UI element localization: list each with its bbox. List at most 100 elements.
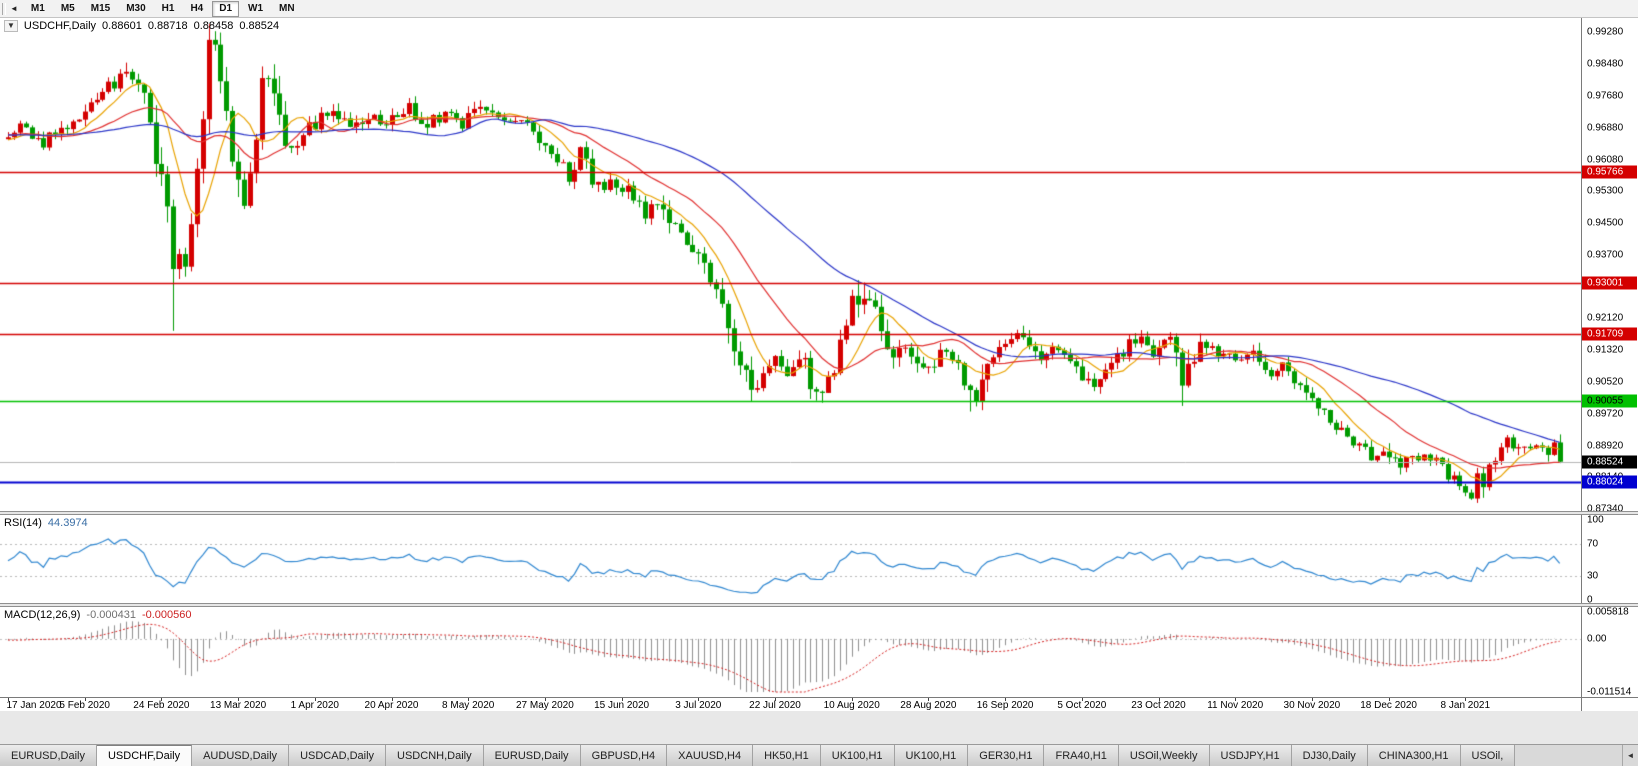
price-tick: 0.99280 bbox=[1587, 26, 1624, 38]
date-label: 16 Sep 2020 bbox=[976, 700, 1034, 711]
timeframe-button-m5[interactable]: M5 bbox=[60, 2, 75, 14]
chart-symbol-label: USDCHF,Daily bbox=[23, 20, 97, 32]
tab-uk100-h1[interactable]: UK100,H1 bbox=[894, 745, 969, 766]
date-label: 28 Aug 2020 bbox=[900, 700, 957, 711]
tab-ger30-h1[interactable]: GER30,H1 bbox=[968, 745, 1045, 766]
chart-tabs-bar: EURUSD,Daily USDCHF,Daily AUDUSD,Daily USDC… bbox=[0, 744, 1638, 766]
macd-chart-canvas[interactable] bbox=[0, 607, 1581, 697]
macd-axis[interactable]: 0.005818 0.00 -0.011514 bbox=[1581, 607, 1638, 697]
price-tick: 0.89720 bbox=[1587, 408, 1624, 420]
rsi-tick: 70 bbox=[1587, 538, 1599, 550]
tab-dj30-daily[interactable]: DJ30,Daily bbox=[1291, 745, 1368, 766]
panel-resize-handle[interactable] bbox=[0, 511, 1638, 515]
tab-eurusd-daily[interactable]: EURUSD,Daily bbox=[483, 745, 581, 766]
tab-usdcnh-daily[interactable]: USDCNH,Daily bbox=[386, 745, 484, 766]
time-axis[interactable]: 17 Jan 2020 5 Feb 2020 24 Feb 2020 13 Mar 2… bbox=[0, 697, 1638, 711]
ohlc-low: 0.88458 bbox=[193, 20, 234, 32]
tab-eurusd-daily[interactable]: EURUSD,Daily bbox=[0, 745, 97, 766]
time-tick bbox=[161, 698, 163, 701]
time-tick bbox=[468, 698, 470, 701]
tab-usoil-[interactable]: USOil, bbox=[1460, 745, 1516, 766]
time-tick bbox=[1388, 698, 1390, 701]
price-tick: 0.93700 bbox=[1587, 249, 1624, 261]
time-tick bbox=[698, 698, 700, 701]
rsi-tick: 100 bbox=[1587, 515, 1604, 526]
macd-panel: MACD(12,26,9) -0.000431 -0.000560 0.0058… bbox=[0, 607, 1638, 697]
tab-audusd-daily[interactable]: AUDUSD,Daily bbox=[192, 745, 290, 766]
date-label: 22 Jul 2020 bbox=[749, 700, 801, 711]
toolbar-drag-handle[interactable] bbox=[2, 2, 6, 15]
time-tick bbox=[1311, 698, 1313, 701]
macd-header: MACD(12,26,9) -0.000431 -0.000560 bbox=[4, 609, 192, 621]
date-label: 17 Jan 2020 bbox=[6, 700, 62, 711]
tab-usdcad-daily[interactable]: USDCAD,Daily bbox=[289, 745, 387, 766]
timeframe-button-h1[interactable]: H1 bbox=[161, 2, 175, 14]
level-price-tag: 0.95766 bbox=[1582, 165, 1637, 179]
rsi-panel: RSI(14) 44.3974 100 70 30 0 bbox=[0, 515, 1638, 603]
timeframe-toolbar: ◄ M1 M5 M15 M30 H1 H4 D1 W1 MN bbox=[0, 0, 1638, 18]
chart-collapse-icon[interactable]: ▼ bbox=[4, 20, 18, 32]
macd-tick: 0.00 bbox=[1587, 633, 1607, 645]
tab-china300-h1[interactable]: CHINA300,H1 bbox=[1367, 745, 1461, 766]
time-tick bbox=[851, 698, 853, 701]
tab-fra40-h1[interactable]: FRA40,H1 bbox=[1044, 745, 1119, 766]
date-label: 27 May 2020 bbox=[515, 700, 574, 711]
date-label: 8 May 2020 bbox=[442, 700, 495, 711]
macd-tick: 0.005818 bbox=[1587, 607, 1629, 618]
price-tick: 0.94500 bbox=[1587, 217, 1624, 229]
tab-uk100-h1[interactable]: UK100,H1 bbox=[820, 745, 895, 766]
macd-main-value: -0.000431 bbox=[86, 609, 136, 621]
price-tick: 0.92120 bbox=[1587, 312, 1624, 324]
timeframe-button-m30[interactable]: M30 bbox=[126, 2, 146, 14]
candlestick-chart-canvas[interactable] bbox=[0, 18, 1581, 511]
macd-tick: -0.011514 bbox=[1587, 686, 1632, 698]
time-tick bbox=[621, 698, 623, 701]
date-label: 18 Dec 2020 bbox=[1360, 700, 1417, 711]
level-price-tag: 0.91709 bbox=[1582, 327, 1637, 341]
date-label: 23 Oct 2020 bbox=[1131, 700, 1186, 711]
time-tick bbox=[1005, 698, 1007, 701]
price-tick: 0.95300 bbox=[1587, 185, 1624, 197]
date-label: 11 Nov 2020 bbox=[1207, 700, 1264, 711]
date-label: 15 Jun 2020 bbox=[594, 700, 650, 711]
level-price-tag: 0.90055 bbox=[1582, 394, 1637, 408]
tab-usdchf-daily[interactable]: USDCHF,Daily bbox=[96, 745, 193, 766]
date-label: 5 Feb 2020 bbox=[59, 700, 110, 711]
price-tick: 0.87340 bbox=[1587, 503, 1624, 512]
toolbar-collapse-icon[interactable]: ◄ bbox=[10, 3, 18, 13]
time-tick bbox=[238, 698, 240, 701]
price-tick: 0.96880 bbox=[1587, 122, 1624, 134]
timeframe-button-m1[interactable]: M1 bbox=[30, 2, 45, 14]
ohlc-high: 0.88718 bbox=[147, 20, 188, 32]
rsi-tick: 30 bbox=[1587, 570, 1599, 582]
timeframe-buttons: M1 M5 M15 M30 H1 H4 D1 W1 MN bbox=[23, 0, 303, 17]
price-tick: 0.91320 bbox=[1587, 344, 1624, 356]
tab-usoil-weekly[interactable]: USOil,Weekly bbox=[1118, 745, 1210, 766]
tab-xauusd-h4[interactable]: XAUUSD,H4 bbox=[667, 745, 754, 766]
timeframe-button-w1[interactable]: W1 bbox=[248, 2, 264, 14]
rsi-axis[interactable]: 100 70 30 0 bbox=[1581, 515, 1638, 603]
tab-gbpusd-h4[interactable]: GBPUSD,H4 bbox=[580, 745, 668, 766]
window-background bbox=[0, 711, 1638, 744]
ohlc-close: 0.88524 bbox=[239, 20, 280, 32]
tab-scroll-left-button[interactable]: ◄ bbox=[1622, 745, 1638, 766]
price-tick: 0.96080 bbox=[1587, 154, 1624, 166]
timeframe-button-d1[interactable]: D1 bbox=[212, 0, 240, 17]
macd-title: MACD(12,26,9) bbox=[4, 609, 81, 621]
time-tick bbox=[391, 698, 393, 701]
rsi-chart-canvas[interactable] bbox=[0, 515, 1581, 603]
timeframe-button-h4[interactable]: H4 bbox=[190, 2, 204, 14]
time-tick bbox=[314, 698, 316, 701]
time-tick bbox=[775, 698, 776, 701]
time-tick bbox=[544, 698, 546, 701]
timeframe-button-m15[interactable]: M15 bbox=[90, 2, 111, 14]
price-tick: 0.90520 bbox=[1587, 376, 1624, 388]
rsi-title: RSI(14) bbox=[4, 517, 42, 529]
level-price-tag: 0.88024 bbox=[1582, 475, 1637, 489]
rsi-value: 44.3974 bbox=[47, 517, 88, 529]
panel-resize-handle[interactable] bbox=[0, 603, 1638, 607]
price-axis[interactable]: 0.99280 0.98480 0.97680 0.96880 0.96080 0.953… bbox=[1581, 18, 1638, 511]
tab-usdjpy-h1[interactable]: USDJPY,H1 bbox=[1209, 745, 1292, 766]
timeframe-button-mn[interactable]: MN bbox=[279, 2, 295, 14]
tab-hk50-h1[interactable]: HK50,H1 bbox=[753, 745, 821, 766]
